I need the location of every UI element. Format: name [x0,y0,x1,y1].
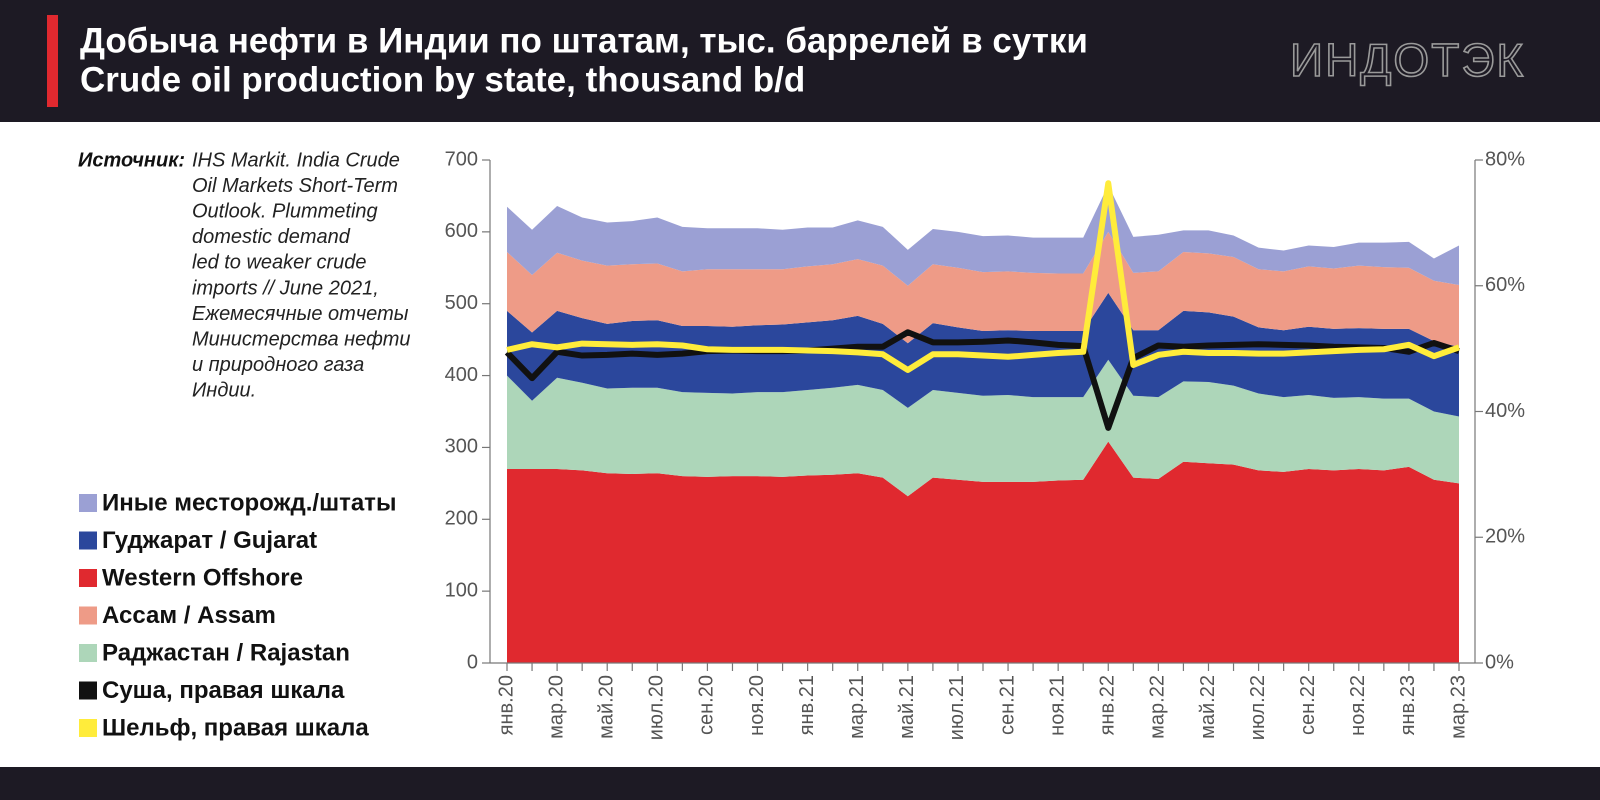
source-text: Ежемесячные отчеты [192,303,409,325]
chart-title: Добыча нефти в Индии по штатам, тыс. бар… [80,21,1088,60]
area [507,441,1459,663]
x-tick-label: май.20 [595,675,617,739]
source-text: Индии. [192,380,256,402]
x-tick-label: янв.21 [796,675,818,735]
legend-label: Ассам / Assam [102,602,276,629]
y-tick-label: 200 [445,508,478,530]
y2-tick-label: 60% [1485,274,1525,296]
area [507,185,1459,286]
x-tick-label: мар.23 [1447,675,1469,739]
y2-tick-label: 80% [1485,148,1525,170]
y2-tick-label: 0% [1485,651,1514,673]
source-text: IHS Markit. India Crude [192,149,400,171]
source-label: Источник: [78,149,185,171]
x-tick-label: янв.23 [1397,675,1419,735]
area [507,231,1459,347]
x-tick-label: май.21 [896,675,918,739]
x-tick-label: мар.22 [1147,675,1169,739]
x-tick-label: сен.20 [696,675,718,735]
legend-label: Иные месторожд./штаты [102,489,396,516]
legend-swatch [79,681,97,700]
line [506,180,1460,374]
header-accent [47,15,58,107]
source-text: Oil Markets Short-Term [192,175,398,197]
x-tick-label: ноя.22 [1347,675,1369,736]
y-tick-label: 0 [467,651,478,673]
y-tick-label: 600 [445,220,478,242]
y-tick-label: 500 [445,292,478,314]
x-tick-label: май.22 [1197,675,1219,739]
y-tick-label: 300 [445,436,478,458]
legend-label: Раджастан / Rajastan [102,639,350,666]
legend-swatch [79,644,97,662]
source-text: и природного газа [192,354,364,376]
legend-label: Western Offshore [102,564,303,591]
legend-swatch [79,606,97,625]
source-text: Министерства нефти [192,328,411,350]
source-text: imports // June 2021, [192,277,379,299]
x-tick-label: ноя.20 [746,675,768,736]
area [507,359,1459,497]
y2-tick-label: 40% [1485,400,1525,422]
legend-swatch [79,531,97,550]
y2-tick-label: 20% [1485,526,1525,548]
x-tick-label: янв.20 [495,675,517,735]
x-tick-label: июл.20 [646,675,668,740]
legend-swatch [79,719,97,737]
y-tick-label: 100 [445,579,478,601]
y-tick-label: 700 [445,148,478,170]
line [504,329,1460,431]
chart-subtitle: Crude oil production by state, thousand … [80,60,805,99]
logo: ИНДОТЭК [1290,34,1525,86]
x-tick-label: мар.20 [545,675,567,739]
y-tick-label: 400 [445,364,478,386]
footer-bar [0,767,1600,800]
legend-label: Гуджарат / Gujarat [102,527,317,554]
legend-swatch [79,494,97,512]
x-tick-label: ноя.21 [1046,675,1068,736]
x-tick-label: сен.21 [996,675,1018,735]
legend-label: Суша, правая шкала [102,677,345,704]
legend-swatch [79,569,97,587]
source-text: domestic demand [192,226,351,248]
source-text: led to weaker crude [192,252,367,274]
header-bar [0,0,1600,122]
legend-label: Шельф, правая шкала [102,714,369,741]
x-tick-label: сен.22 [1297,675,1319,735]
x-tick-label: мар.21 [846,675,868,739]
x-tick-label: июл.22 [1247,675,1269,740]
x-tick-label: янв.22 [1097,675,1119,735]
source-text: Outlook. Plummeting [192,200,378,222]
x-tick-label: июл.21 [946,675,968,740]
